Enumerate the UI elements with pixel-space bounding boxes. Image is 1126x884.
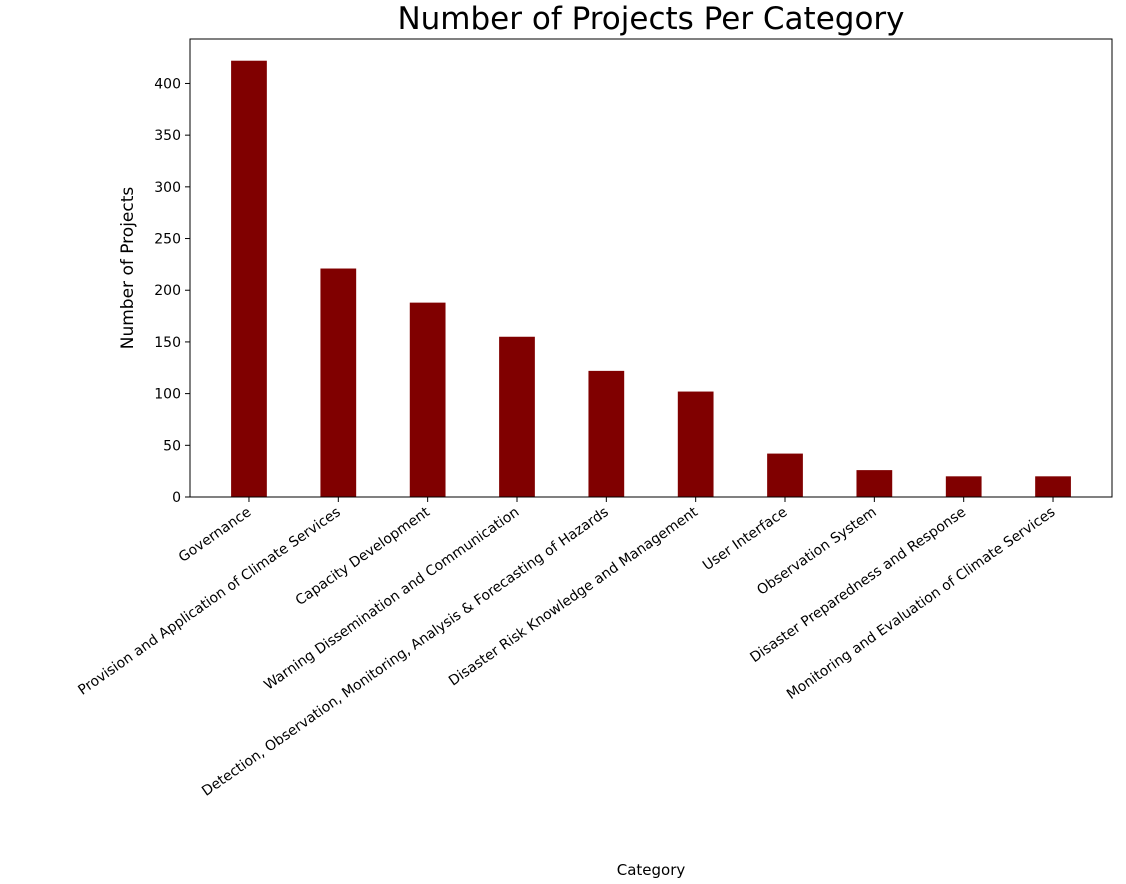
bar-4 (499, 336, 535, 497)
x-tick-label: User Interface (700, 504, 790, 574)
y-tick-label: 200 (154, 283, 181, 299)
x-axis-label: Category (617, 861, 686, 879)
x-tick-label: Detection, Observation, Monitoring, Anal… (199, 504, 611, 800)
bar-5 (588, 370, 625, 497)
y-axis-label: Number of Projects (118, 187, 138, 350)
bar-6 (677, 391, 714, 497)
y-tick-label: 250 (154, 232, 181, 248)
bar-9 (945, 476, 982, 497)
y-tick-label: 100 (154, 387, 181, 403)
x-tick-label: Governance (176, 504, 254, 566)
bar-2 (320, 268, 357, 497)
y-tick-label: 300 (154, 180, 181, 196)
y-axis-ticks: 0 50 100 150 200 250 300 350 400 (154, 76, 190, 506)
y-tick-label: 350 (154, 128, 181, 144)
chart-title: Number of Projects Per Category (397, 1, 904, 37)
y-tick-label: 0 (172, 490, 181, 506)
y-tick-label: 50 (163, 438, 181, 454)
y-tick-label: 400 (154, 76, 181, 92)
y-tick-label: 150 (154, 335, 181, 351)
plot-area-frame (189, 38, 1113, 498)
bars-group (231, 60, 1071, 498)
bar-10 (1035, 476, 1071, 497)
bar-3 (409, 302, 446, 497)
bar-8 (856, 470, 893, 497)
bar-7 (767, 453, 803, 497)
bar-1 (231, 60, 267, 498)
